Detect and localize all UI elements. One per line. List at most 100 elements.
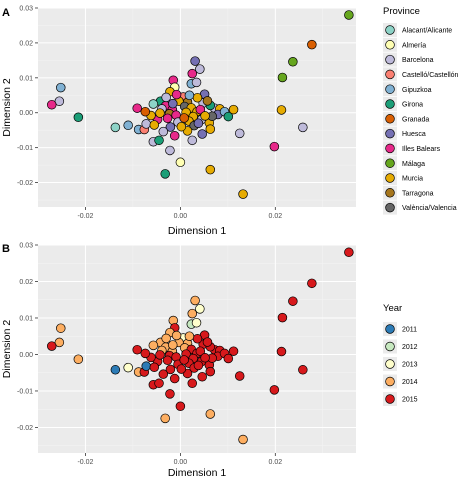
legend-swatch	[385, 143, 395, 154]
major-grid	[38, 7, 356, 207]
data-point	[288, 296, 298, 306]
legend-item: Huesca	[383, 126, 426, 141]
data-point	[56, 323, 66, 333]
x-axis-title: Dimension 1	[168, 225, 227, 237]
data-point	[276, 105, 287, 115]
data-point	[171, 89, 182, 100]
data-point	[169, 131, 180, 141]
y-axis-title: Dimension 2	[1, 320, 13, 379]
legend-item: Málaga	[383, 156, 425, 171]
data-point	[190, 56, 200, 66]
data-point	[192, 334, 203, 344]
data-point	[276, 346, 287, 357]
data-point	[269, 141, 280, 152]
legend-label: Girona	[402, 102, 423, 109]
scatter-points	[47, 10, 354, 199]
data-point	[73, 112, 84, 123]
data-point	[123, 362, 133, 373]
x-tick-label: -0.02	[77, 459, 93, 466]
y-tick-label: 0.01	[19, 315, 33, 322]
legend-swatch	[385, 128, 395, 139]
data-point	[200, 353, 210, 363]
panel-letter: A	[2, 7, 10, 19]
legend-swatch	[385, 158, 395, 168]
x-tick-label: 0.00	[174, 213, 188, 220]
data-point	[176, 364, 187, 374]
legend-item: Barcelona	[383, 52, 434, 67]
legend-label: València/Valencia	[402, 205, 457, 212]
legend-item: Girona	[383, 97, 423, 111]
data-point	[288, 57, 298, 67]
legend-item: Murcia	[383, 171, 423, 185]
data-point	[238, 189, 248, 199]
legend-item: Tarragona	[383, 185, 434, 200]
legend-label: Murcia	[402, 176, 423, 183]
legend-item: Granada	[383, 111, 429, 126]
legend-swatch	[385, 394, 395, 404]
data-point	[140, 348, 151, 359]
legend-label: 2015	[402, 397, 418, 404]
data-point	[179, 355, 189, 365]
y-tick-label: -0.01	[17, 388, 33, 395]
major-grid	[38, 244, 356, 453]
data-point	[277, 312, 288, 323]
y-tick-label: 0.02	[19, 279, 33, 286]
panel-letter: B	[2, 243, 10, 255]
y-axis-ticks: -0.02 -0.01 0.00 0.01 0.02 0.03	[17, 243, 38, 432]
data-point	[158, 126, 169, 137]
x-tick-label: 0.02	[269, 459, 283, 466]
data-point	[238, 434, 248, 445]
data-point	[168, 98, 178, 109]
legend-label: Málaga	[402, 161, 425, 168]
legend-swatch	[385, 202, 395, 213]
data-point	[197, 129, 207, 139]
legend-item: 2012	[383, 339, 418, 354]
data-point	[195, 104, 206, 115]
legend-label: 2012	[402, 344, 418, 351]
legend-swatch	[385, 188, 395, 198]
data-point	[193, 360, 204, 371]
legend-label: Almería	[402, 42, 426, 49]
legend-label: Illes Balears	[402, 146, 441, 153]
data-point	[205, 164, 216, 175]
data-point	[307, 278, 317, 289]
minor-grid	[38, 8, 356, 207]
data-point	[162, 113, 173, 124]
data-point	[169, 373, 180, 384]
data-point	[155, 350, 165, 360]
legend-swatch	[385, 341, 395, 352]
x-axis-ticks: -0.02 0.00 0.02	[77, 207, 282, 220]
data-point	[158, 369, 169, 379]
legend-title: Province	[383, 6, 420, 17]
data-point	[184, 90, 195, 101]
data-point	[165, 364, 176, 375]
data-point	[277, 72, 288, 83]
data-point	[47, 341, 57, 351]
data-point	[205, 366, 216, 377]
data-point	[141, 361, 151, 371]
legend-swatch	[385, 84, 395, 94]
data-point	[187, 378, 198, 389]
data-point	[205, 409, 216, 419]
data-point	[234, 371, 245, 381]
data-point	[160, 169, 170, 179]
y-tick-label: -0.01	[17, 145, 33, 152]
data-point	[47, 99, 57, 110]
data-point	[110, 365, 121, 375]
data-point	[195, 346, 206, 356]
data-point	[205, 124, 216, 134]
data-point	[191, 317, 202, 328]
y-tick-label: 0.02	[19, 40, 33, 47]
legend-item: Castelló/Castellón	[383, 67, 459, 82]
data-point	[148, 99, 159, 109]
data-point	[193, 118, 204, 128]
y-tick-label: 0.01	[19, 75, 33, 82]
legend-label: Huesca	[402, 131, 426, 138]
data-point	[195, 64, 205, 74]
data-point	[191, 77, 202, 88]
data-point	[187, 135, 198, 146]
legend-item: 2015	[383, 392, 418, 406]
data-point	[234, 128, 245, 139]
x-axis-ticks: -0.02 0.00 0.02	[77, 453, 282, 466]
data-point	[175, 401, 186, 412]
